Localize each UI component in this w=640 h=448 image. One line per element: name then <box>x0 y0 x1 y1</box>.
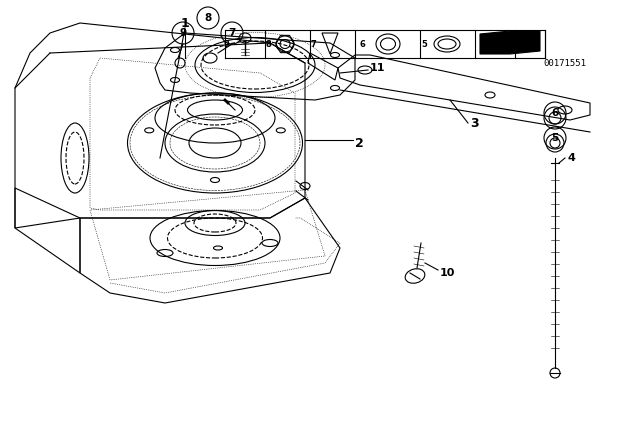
Text: 9: 9 <box>179 28 187 38</box>
Text: 3: 3 <box>470 116 479 129</box>
Text: 5: 5 <box>421 39 427 48</box>
Text: 9: 9 <box>224 39 230 48</box>
Text: 5: 5 <box>552 133 559 143</box>
Polygon shape <box>480 31 540 54</box>
Text: 10: 10 <box>440 268 456 278</box>
Text: 2: 2 <box>355 137 364 150</box>
Text: 4: 4 <box>568 153 576 163</box>
Text: 8: 8 <box>265 39 271 48</box>
Text: 7: 7 <box>310 39 316 48</box>
Text: 6: 6 <box>552 108 559 118</box>
Text: 11: 11 <box>370 63 385 73</box>
Text: 6: 6 <box>359 39 365 48</box>
Text: 7: 7 <box>228 28 236 38</box>
Text: 8: 8 <box>204 13 212 23</box>
Text: 1: 1 <box>180 17 189 30</box>
Text: 00171551: 00171551 <box>543 59 586 68</box>
